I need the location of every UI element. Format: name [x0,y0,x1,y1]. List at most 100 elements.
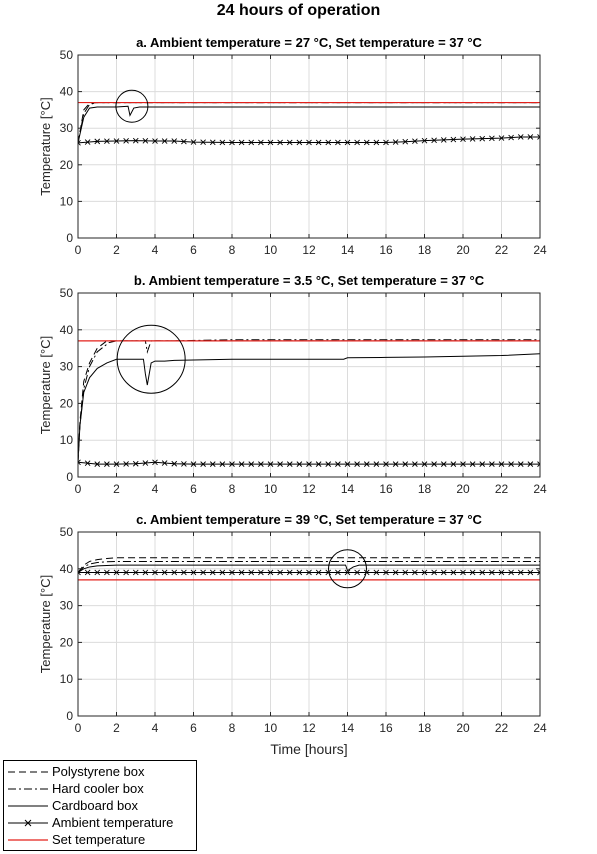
x-tick-label: 12 [302,482,316,496]
x-tick-label: 4 [152,721,159,735]
y-tick-label: 40 [60,562,74,576]
x-marker [517,134,524,140]
x-marker [181,138,187,145]
x-marker [469,461,476,467]
annotation-circle [116,324,186,394]
y-axis-label: Temperature [°C] [38,575,53,673]
x-tick-label: 12 [302,243,316,257]
x-tick-label: 0 [75,721,82,735]
x-marker [296,139,303,146]
x-marker [489,135,495,142]
x-marker [537,134,540,140]
x-marker [142,460,149,466]
x-tick-label: 8 [229,482,236,496]
x-marker [248,569,255,576]
x-marker [219,569,226,576]
y-tick-label: 0 [66,470,73,484]
x-marker [335,569,341,576]
x-marker [171,569,178,576]
x-marker [277,139,283,146]
x-marker [537,569,540,576]
panel-title: c. Ambient temperature = 39 °C, Set temp… [136,512,482,527]
x-marker [498,569,505,576]
x-marker [421,569,428,576]
x-marker [229,461,235,467]
x-marker [84,139,91,145]
x-marker [267,139,274,146]
x-tick-label: 22 [495,721,509,735]
x-marker [315,139,322,146]
x-tick-label: 2 [113,243,120,257]
x-marker [238,139,245,146]
x-marker [498,461,505,467]
legend-swatch-dashdot [8,788,48,790]
legend-label: Set temperature [52,832,146,847]
y-tick-label: 30 [60,599,74,613]
x-marker [258,139,264,146]
y-tick-label: 20 [60,635,74,649]
x-marker [113,461,120,467]
x-marker [440,569,447,576]
x-marker [152,459,158,466]
x-marker [181,569,187,576]
x-tick-label: 10 [264,721,278,735]
y-axis-label: Temperature [°C] [38,336,53,434]
x-marker [537,461,540,467]
x-marker [325,139,332,146]
x-tick-label: 6 [190,721,197,735]
x-marker [440,137,447,143]
x-marker [200,461,206,467]
x-tick-label: 14 [341,482,355,496]
series-line-cardboard-box [78,564,540,573]
x-marker [517,569,524,576]
legend-swatch-x-marker [8,819,48,827]
y-tick-label: 20 [60,396,74,410]
x-tick-label: 6 [190,482,197,496]
x-marker [190,139,197,145]
x-tick-label: 4 [152,482,159,496]
x-tick-label: 24 [533,721,547,735]
x-marker [306,569,312,576]
x-marker [392,461,399,467]
x-tick-label: 4 [152,243,159,257]
x-marker [296,461,303,467]
x-marker [421,461,428,467]
x-marker [306,139,312,146]
x-marker [412,138,418,145]
x-marker [489,569,495,576]
x-marker [508,461,514,467]
x-marker [248,461,255,467]
x-marker [344,569,351,576]
x-marker [78,140,81,146]
x-marker [392,569,399,576]
legend-label: Cardboard box [52,798,138,813]
x-marker [517,461,524,467]
x-marker [363,569,370,576]
x-marker [277,461,283,467]
x-marker [94,461,101,467]
y-tick-label: 40 [60,85,74,99]
series-line-cardboard-box [78,353,540,463]
legend-swatch-dashed [8,771,48,773]
x-marker [421,137,428,144]
y-tick-label: 30 [60,121,74,135]
x-marker [527,134,534,140]
y-tick-label: 10 [60,194,74,208]
x-tick-label: 18 [418,482,432,496]
x-marker [209,461,216,467]
x-marker [258,569,264,576]
x-marker [229,569,235,576]
y-tick-label: 10 [60,433,74,447]
x-marker [104,569,110,576]
x-marker [161,569,168,576]
x-marker [431,461,437,467]
x-marker [113,569,120,576]
x-marker [238,461,245,467]
x-marker [142,138,149,144]
x-marker [152,569,158,576]
legend-label: Ambient temperature [52,815,174,830]
x-marker [94,138,101,145]
series-line-hard-cooler-box [78,102,540,143]
y-tick-label: 10 [60,672,74,686]
